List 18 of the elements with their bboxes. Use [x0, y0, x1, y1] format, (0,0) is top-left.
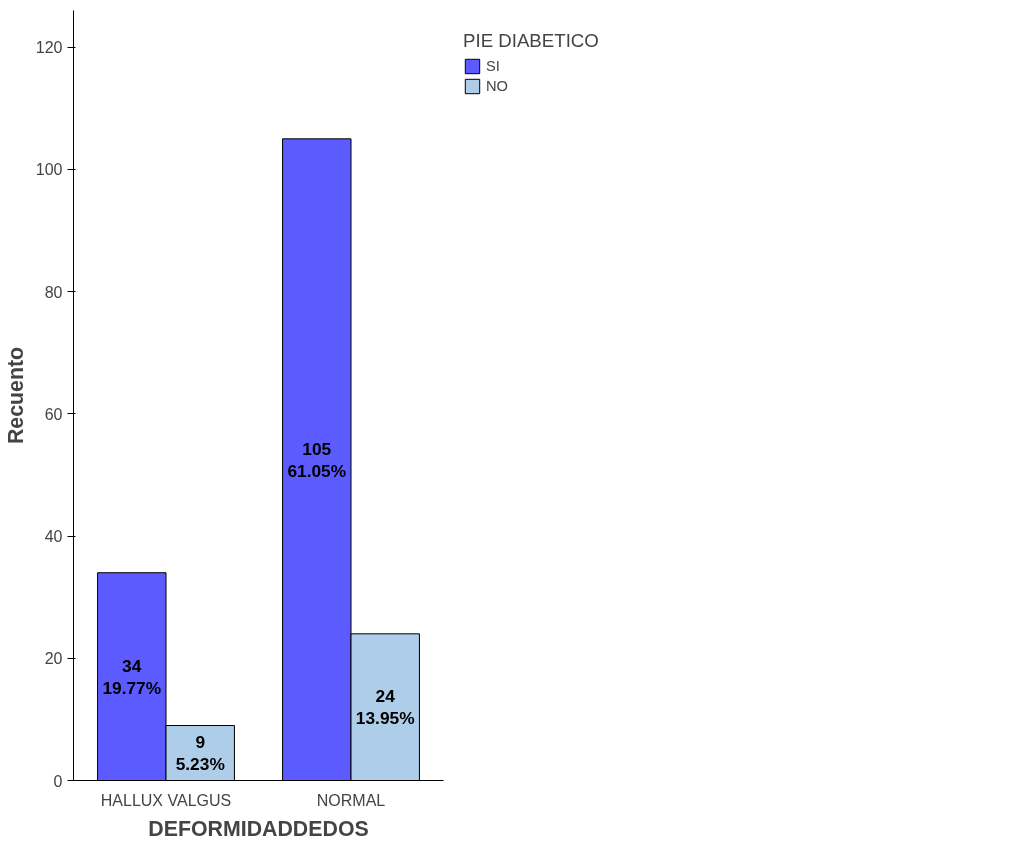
- y-tick-label: 120: [35, 39, 63, 57]
- y-tick-label: 0: [53, 772, 63, 790]
- data-label: 34 19.77%: [102, 655, 162, 698]
- data-label: 9 5.23%: [175, 732, 225, 774]
- x-axis-title: DEFORMIDADDEDOS: [148, 816, 369, 841]
- data-label: 105 61.05%: [287, 438, 347, 481]
- data-label: 24 13.95%: [355, 686, 415, 729]
- y-tick-label: 60: [44, 405, 63, 423]
- legend-title: PIE DIABETICO: [463, 30, 599, 52]
- y-tick-label: 40: [44, 528, 63, 546]
- y-tick-label: 80: [44, 283, 63, 301]
- y-tick-label: 100: [35, 161, 63, 179]
- y-axis-title: Recuento: [3, 346, 28, 445]
- legend-label: NO: [486, 78, 508, 94]
- legend-label: SI: [486, 58, 501, 74]
- x-tick-label: HALLUX VALGUS: [100, 791, 232, 809]
- x-tick-label: NORMAL: [316, 791, 386, 809]
- y-tick-label: 20: [44, 650, 63, 668]
